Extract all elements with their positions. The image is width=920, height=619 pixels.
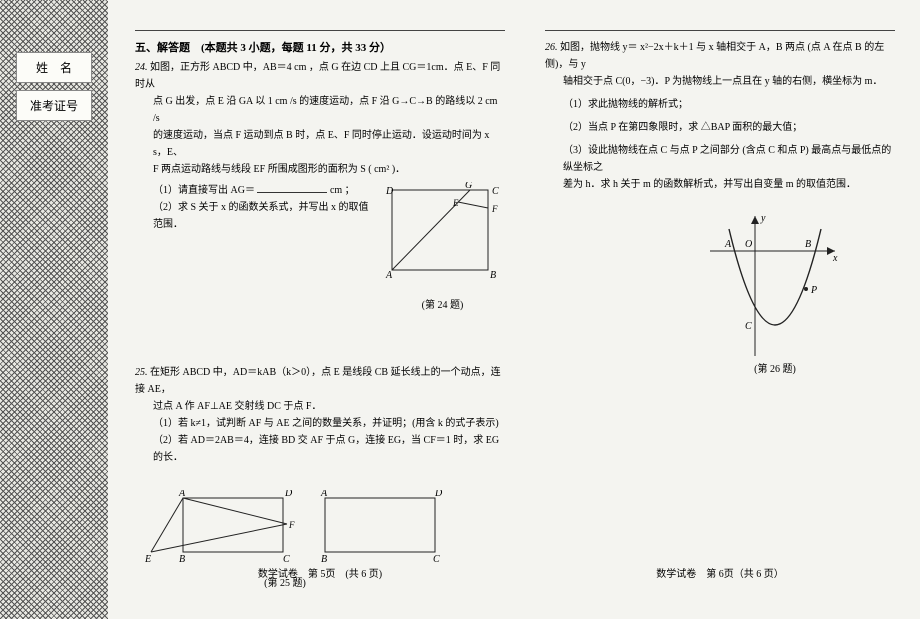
fig26-A: A xyxy=(724,239,732,250)
fig24-C: C xyxy=(492,186,499,197)
fig26-O: O xyxy=(745,239,752,250)
figure-24-caption: (第 24 题) xyxy=(380,297,505,314)
admission-label: 准考证号 xyxy=(30,99,78,113)
page-5-footer: 数学试卷 第 5页 (共 6 页) xyxy=(135,565,505,580)
problem-24-line1: 如图，正方形 ABCD 中，AB＝4 cm ，点 G 在边 CD 上且 CG＝1… xyxy=(135,62,500,90)
problem-25-q2: （2）若 AD＝2AB＝4，连接 BD 交 AF 于点 G，连接 EG，当 CF… xyxy=(135,432,505,466)
problem-26-q1: （1）求此抛物线的解析式； xyxy=(545,96,895,113)
fig24-E: E xyxy=(452,198,459,208)
problem-24-line2: 点 G 出发，点 E 沿 GA 以 1 cm /s 的速度运动，点 F 沿 G→… xyxy=(135,93,505,127)
problem-26-line2: 轴相交于点 C(0，−3)．P 为抛物线上一点且在 y 轴的右侧，横坐标为 m． xyxy=(545,73,895,90)
fig25l-C: C xyxy=(283,554,290,565)
fig24-D: D xyxy=(385,186,394,197)
top-separator-right xyxy=(545,30,895,31)
blank-ag xyxy=(257,183,327,193)
problem-24-number: 24. xyxy=(135,62,148,73)
problem-24: 24. 如图，正方形 ABCD 中，AB＝4 cm ，点 G 在边 CD 上且 … xyxy=(135,59,505,314)
figure-25-right-svg: A D B C xyxy=(315,490,445,575)
fig26-B: B xyxy=(805,239,811,250)
problem-26-q3b: 差为 h．求 h 关于 m 的函数解析式，并写出自变量 m 的取值范围． xyxy=(545,176,895,193)
fig26-x: x xyxy=(832,253,838,264)
fig26-C: C xyxy=(745,321,752,332)
fig25l-A: A xyxy=(178,490,186,499)
fig26-y: y xyxy=(760,213,766,224)
problem-26-line1: 如图，抛物线 y＝ x²−2x＋k＋1 与 x 轴相交于 A，B 两点 (点 A… xyxy=(545,42,884,70)
problem-25: 25. 在矩形 ABCD 中，AD＝kAB（k＞0），点 E 是线段 CB 延长… xyxy=(135,364,505,592)
fig25r-A: A xyxy=(320,490,328,499)
figure-26-svg: A O B x y C P xyxy=(705,211,845,361)
figure-24-svg: D G C E F A B xyxy=(380,182,505,297)
figure-25: A D E B C F A D B C xyxy=(135,490,505,575)
figure-25-left-svg: A D E B C F xyxy=(145,490,295,575)
fig26-P: P xyxy=(810,285,817,296)
fig25r-C: C xyxy=(433,554,440,565)
name-field-box: 姓 名 xyxy=(16,52,92,83)
fig25l-B: B xyxy=(179,554,185,565)
problem-25-line2: 过点 A 作 AF⊥AE 交射线 DC 于点 F． xyxy=(135,398,505,415)
fig24-A: A xyxy=(385,270,393,281)
problem-25-q1: （1）若 k≠1，试判断 AF 与 AE 之间的数量关系，并证明；(用含 k 的… xyxy=(135,415,505,432)
figure-26: A O B x y C P (第 26 题) xyxy=(705,211,845,378)
problem-24-q1-unit: cm ； xyxy=(330,185,355,196)
page-5: 五、解答题 (本题共 3 小题，每题 11 分，共 33 分） 24. 如图，正… xyxy=(135,30,505,590)
page-6-footer: 数学试卷 第 6页（共 6 页） xyxy=(545,565,895,580)
problem-26-q2: （2）当点 P 在第四象限时，求 △BAP 面积的最大值； xyxy=(545,119,895,136)
problem-26-number: 26. xyxy=(545,42,558,53)
name-label: 姓 名 xyxy=(36,61,72,75)
problem-24-q1: （1）请直接写出 AG＝ xyxy=(153,185,255,196)
fig24-B: B xyxy=(490,270,496,281)
top-separator xyxy=(135,30,505,31)
problem-26: 26. 如图，抛物线 y＝ x²−2x＋k＋1 与 x 轴相交于 A，B 两点 … xyxy=(545,39,895,378)
problem-25-line1: 在矩形 ABCD 中，AD＝kAB（k＞0），点 E 是线段 CB 延长线上的一… xyxy=(135,367,501,395)
fig25l-E: E xyxy=(145,554,151,565)
section-5-title: 五、解答题 (本题共 3 小题，每题 11 分，共 33 分） xyxy=(135,39,505,55)
admission-field-box: 准考证号 xyxy=(16,90,92,121)
fig25r-B: B xyxy=(321,554,327,565)
fig25r-D: D xyxy=(434,490,443,499)
fig24-F: F xyxy=(491,204,498,214)
figure-24: D G C E F A B (第 24 题) xyxy=(380,182,505,314)
fig24-G: G xyxy=(465,182,472,191)
problem-25-number: 25. xyxy=(135,367,148,378)
problem-24-line4: F 两点运动路线与线段 EF 所围成图形的面积为 S ( cm² )． xyxy=(135,161,505,178)
fig25l-D: D xyxy=(284,490,293,499)
fig25l-F: F xyxy=(288,520,295,530)
figure-26-caption: (第 26 题) xyxy=(705,361,845,378)
page-6: 26. 如图，抛物线 y＝ x²−2x＋k＋1 与 x 轴相交于 A，B 两点 … xyxy=(545,30,895,590)
problem-24-q2: （2）求 S 关于 x 的函数关系式，并写出 x 的取值范围． xyxy=(135,199,370,233)
problem-24-line3: 的速度运动，当点 F 运动到点 B 时，点 E、F 同时停止运动．设运动时间为 … xyxy=(135,127,505,161)
problem-26-q3: （3）设此抛物线在点 C 与点 P 之间部分 (含点 C 和点 P) 最高点与最… xyxy=(545,142,895,176)
